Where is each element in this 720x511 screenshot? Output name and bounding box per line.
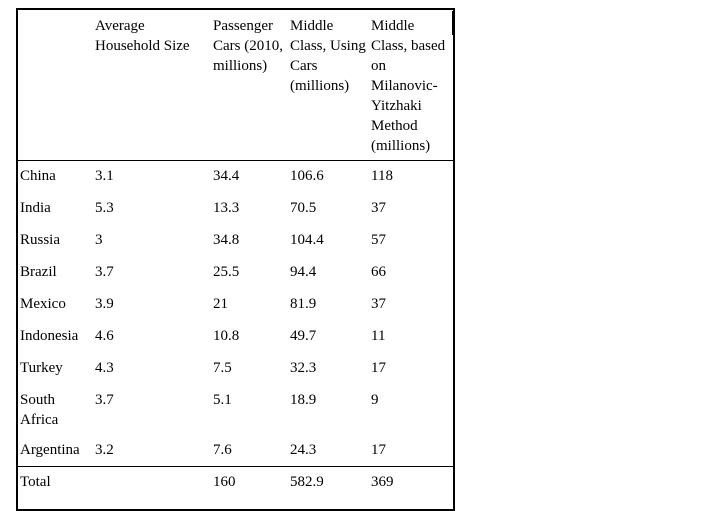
cell-country: Indonesia	[20, 327, 79, 344]
cell-passenger-cars: 25.5	[213, 263, 240, 280]
cell-total-household-size	[93, 466, 211, 510]
cell-middle-class-cars: 94.4	[290, 263, 317, 280]
cell-passenger-cars: 7.6	[213, 441, 232, 458]
column-header-middle-class-cars: Middle Class, Using Cars (millions)	[288, 9, 369, 161]
cell-middle-class-milanovic: 37	[371, 295, 386, 312]
column-header-household-size: Average Household Size	[93, 9, 211, 161]
cell-total-label: Total	[17, 466, 93, 510]
cell-passenger-cars: 21	[213, 295, 228, 312]
cell-total-middle-class-milanovic: 369	[369, 466, 454, 510]
cell-middle-class-cars: 49.7	[290, 327, 317, 344]
cell-household-size: 3.7	[95, 391, 114, 408]
cell-household-size: 4.6	[95, 327, 114, 344]
cell-passenger-cars: 34.8	[213, 231, 240, 248]
table-row-mexico: Mexico 3.9 21 81.9 37	[17, 289, 454, 321]
table-row-south-africa: South Africa 3.7 5.1 18.9 9	[17, 385, 454, 435]
table-row-russia: Russia 3 34.8 104.4 57	[17, 225, 454, 257]
cell-passenger-cars: 10.8	[213, 327, 240, 344]
cell-country: China	[20, 168, 56, 184]
table-row-turkey: Turkey 4.3 7.5 32.3 17	[17, 353, 454, 385]
cell-middle-class-cars: 18.9	[290, 391, 317, 408]
cell-household-size: 3.2	[95, 441, 114, 458]
cell-middle-class-milanovic: 17	[371, 441, 386, 458]
cell-household-size: 4.3	[95, 359, 114, 376]
cell-middle-class-cars: 81.9	[290, 295, 317, 312]
cell-country: Turkey	[20, 359, 63, 376]
table-row-total: Total 160 582.9 369	[17, 466, 454, 510]
cell-passenger-cars: 7.5	[213, 359, 232, 376]
cell-total-passenger-cars: 160	[211, 466, 288, 510]
cell-country: Mexico	[20, 295, 66, 312]
header-row: Average Household Size Passenger Cars (2…	[17, 9, 454, 161]
cell-country: India	[20, 199, 51, 216]
cell-country: Brazil	[20, 263, 57, 280]
cell-household-size: 3.1	[95, 168, 114, 184]
table-row-indonesia: Indonesia 4.6 10.8 49.7 11	[17, 321, 454, 353]
column-header-passenger-cars: Passenger Cars (2010, millions)	[211, 9, 288, 161]
cell-middle-class-milanovic: 118	[371, 168, 393, 184]
cell-middle-class-milanovic: 66	[371, 263, 386, 280]
cell-middle-class-cars: 24.3	[290, 441, 317, 458]
cell-middle-class-cars: 32.3	[290, 359, 317, 376]
column-header-country	[17, 9, 93, 161]
cell-country: Russia	[20, 231, 61, 248]
cell-middle-class-cars: 70.5	[290, 199, 317, 216]
table-header: Average Household Size Passenger Cars (2…	[17, 9, 454, 161]
cell-middle-class-milanovic: 37	[371, 199, 386, 216]
table-body: China 3.1 34.4 106.6 118 India 5.3 13.3 …	[17, 161, 454, 467]
cell-middle-class-milanovic: 9	[371, 391, 379, 408]
cell-middle-class-milanovic: 17	[371, 359, 386, 376]
middle-class-data-table: Average Household Size Passenger Cars (2…	[16, 8, 455, 511]
cell-middle-class-cars: 104.4	[290, 231, 324, 248]
cell-household-size: 5.3	[95, 199, 114, 216]
cell-country: Argentina	[20, 441, 80, 458]
table-footer: Total 160 582.9 369	[17, 466, 454, 510]
cell-middle-class-cars: 106.6	[290, 168, 324, 184]
table-row-argentina: Argentina 3.2 7.6 24.3 17	[17, 435, 454, 467]
table-row-brazil: Brazil 3.7 25.5 94.4 66	[17, 257, 454, 289]
cell-passenger-cars: 5.1	[213, 391, 232, 408]
text-cursor-icon	[452, 11, 455, 35]
cell-total-middle-class-cars: 582.9	[288, 466, 369, 510]
column-header-middle-class-milanovic: Middle Class, based on Milanovic-Yitzhak…	[369, 9, 454, 161]
cell-middle-class-milanovic: 57	[371, 231, 386, 248]
cell-household-size: 3.7	[95, 263, 114, 280]
table-row-india: India 5.3 13.3 70.5 37	[17, 193, 454, 225]
table-row-china: China 3.1 34.4 106.6 118	[17, 161, 454, 193]
cell-household-size: 3.9	[95, 295, 114, 312]
cell-country: South Africa	[20, 391, 59, 428]
cell-passenger-cars: 13.3	[213, 199, 240, 216]
cell-passenger-cars: 34.4	[213, 168, 240, 184]
cell-middle-class-milanovic: 11	[371, 327, 386, 344]
cell-household-size: 3	[95, 231, 103, 248]
